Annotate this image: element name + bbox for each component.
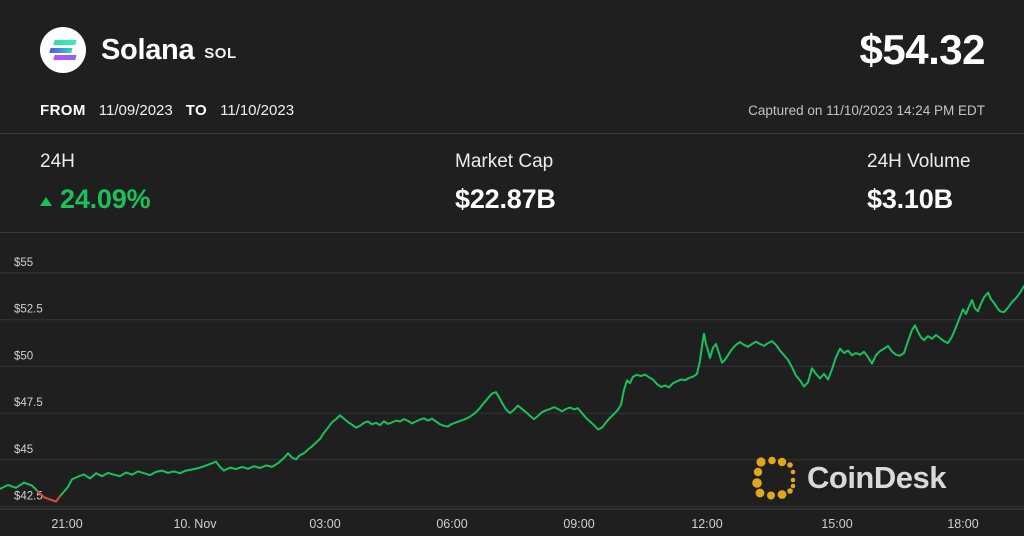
coin-symbol: SOL xyxy=(204,45,237,62)
svg-text:15:00: 15:00 xyxy=(821,517,852,531)
divider xyxy=(0,133,1024,134)
change-percent: 24.09% xyxy=(60,184,151,214)
svg-text:12:00: 12:00 xyxy=(691,517,722,531)
coin-name: Solana xyxy=(101,33,195,66)
captured-timestamp: Captured on 11/10/2023 14:24 PM EDT xyxy=(748,103,985,118)
svg-text:$45: $45 xyxy=(14,444,33,456)
solana-logo-icon xyxy=(40,27,86,73)
stat-market-cap: Market Cap $22.87B xyxy=(455,151,556,215)
up-arrow-icon xyxy=(40,196,52,206)
from-date[interactable]: 11/09/2023 xyxy=(98,102,173,119)
divider xyxy=(0,232,1024,233)
svg-text:09:00: 09:00 xyxy=(563,517,594,531)
solana-bar-bottom xyxy=(53,55,77,60)
stat-24h-volume: 24H Volume $3.10B xyxy=(867,151,971,215)
svg-text:06:00: 06:00 xyxy=(436,517,467,531)
svg-text:10. Nov: 10. Nov xyxy=(173,517,217,531)
to-label: TO xyxy=(185,102,208,119)
coindesk-wordmark: CoinDesk xyxy=(807,460,946,495)
svg-text:21:00: 21:00 xyxy=(51,517,82,531)
stat-value-change: 24.09% xyxy=(40,184,151,215)
solana-bar-top xyxy=(53,40,77,45)
svg-text:$47.5: $47.5 xyxy=(14,397,43,409)
svg-text:$42.5: $42.5 xyxy=(14,491,43,503)
svg-text:$50: $50 xyxy=(14,350,33,362)
svg-text:$52.5: $52.5 xyxy=(14,304,43,316)
svg-text:18:00: 18:00 xyxy=(947,517,978,531)
stat-label: 24H xyxy=(40,151,75,172)
stat-value-volume: $3.10B xyxy=(867,184,953,214)
stat-label: 24H Volume xyxy=(867,151,971,172)
current-price: $54.32 xyxy=(859,26,986,73)
stat-label: Market Cap xyxy=(455,151,554,172)
price-chart[interactable]: $55 $52.5 $50 $47.5 $45 $42.5 21:00 10. Nov 03:0… xyxy=(0,240,1024,536)
coindesk-logo-icon xyxy=(752,456,796,500)
stat-value-market-cap: $22.87B xyxy=(455,184,556,214)
stat-24h-change: 24H 24.09% xyxy=(40,151,151,215)
coindesk-watermark: CoinDesk xyxy=(752,455,946,501)
from-label: FROM xyxy=(40,102,86,119)
date-range-row: FROM 11/09/2023 TO 11/10/2023 Captured o… xyxy=(40,102,985,119)
svg-text:$55: $55 xyxy=(14,257,33,269)
header: Solana SOL $54.32 xyxy=(40,26,986,74)
to-date[interactable]: 11/10/2023 xyxy=(220,102,295,119)
date-range: FROM 11/09/2023 TO 11/10/2023 xyxy=(40,102,294,119)
svg-text:03:00: 03:00 xyxy=(309,517,340,531)
solana-bar-middle xyxy=(49,47,73,53)
coin-identity: Solana SOL xyxy=(40,27,237,73)
